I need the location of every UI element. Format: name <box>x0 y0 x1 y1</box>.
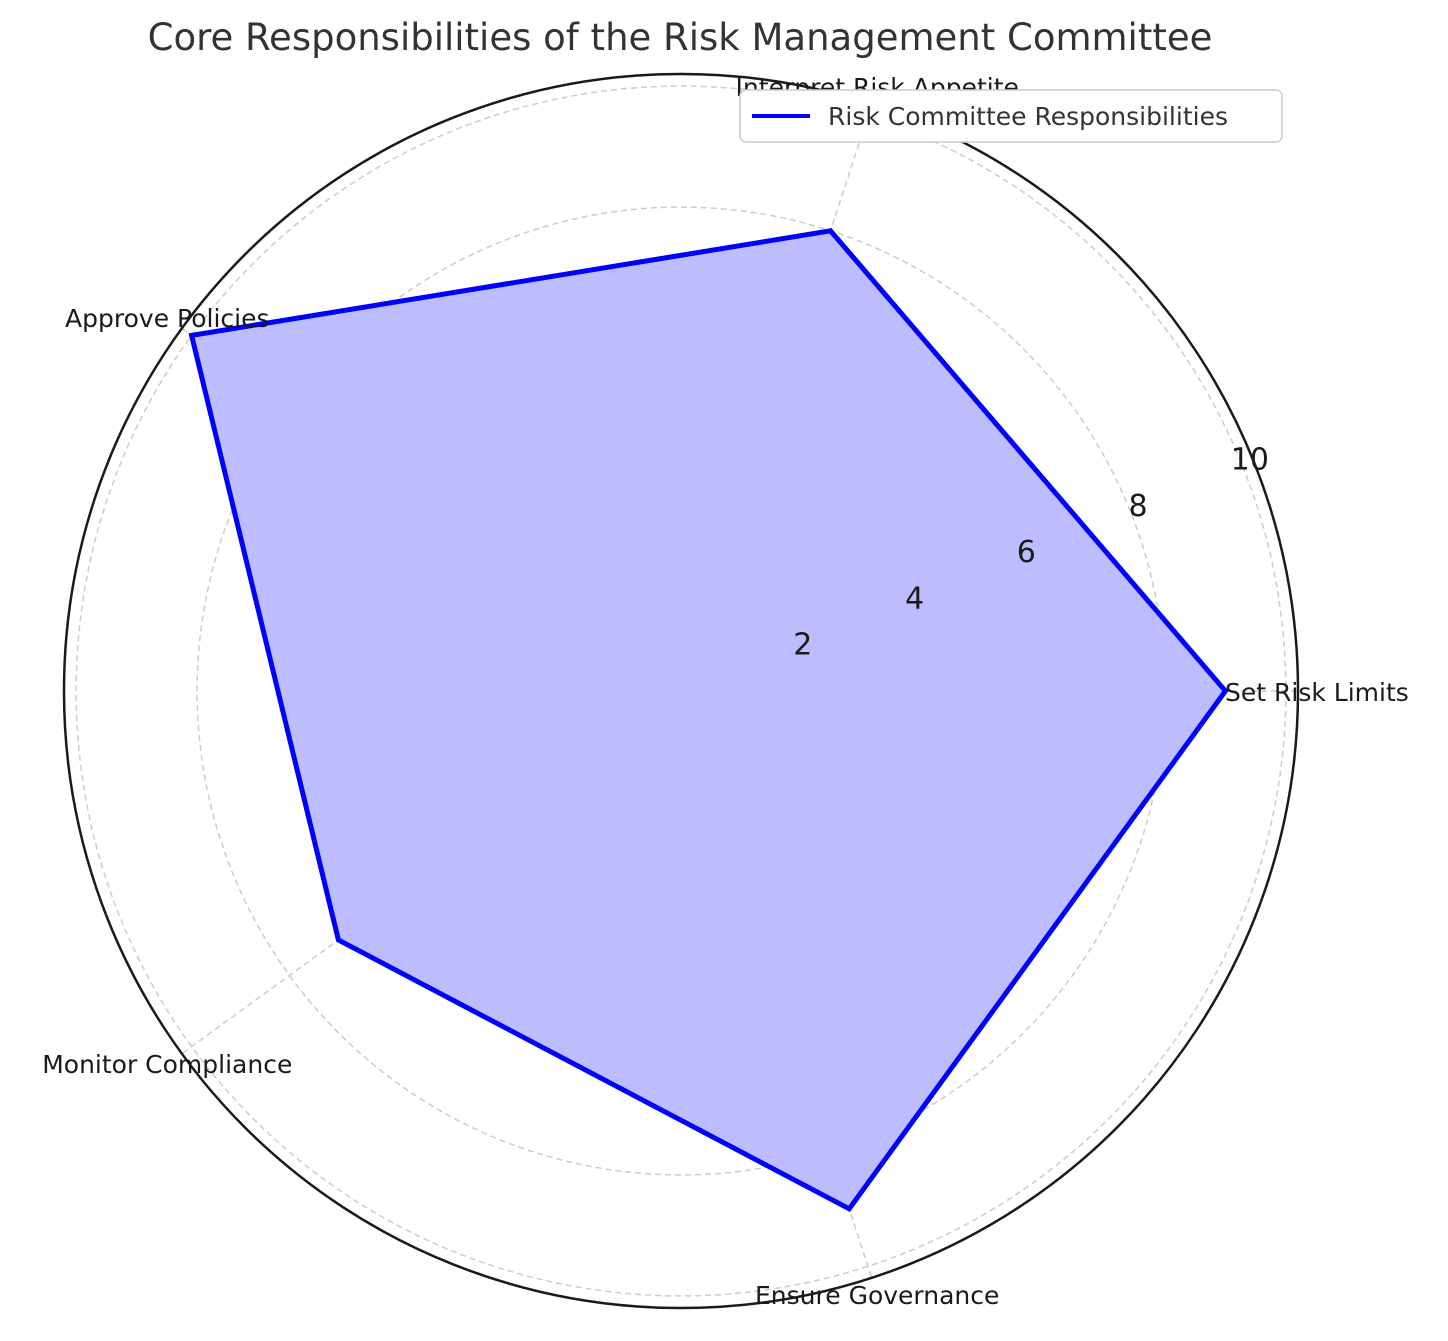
data-point-1 <box>1222 688 1228 694</box>
r-tick-label-10: 10 <box>1231 443 1269 478</box>
data-point-3 <box>189 332 195 338</box>
outer-circle <box>62 72 1300 1310</box>
legend-box <box>739 89 1283 143</box>
category-label-3: Approve Policies <box>65 304 269 333</box>
r-tick-label-2: 2 <box>793 628 812 663</box>
legend: Risk Committee Responsibilities <box>739 89 1283 143</box>
outer-layer <box>62 72 1300 1310</box>
data-point-2 <box>828 228 834 234</box>
category-label-5: Ensure Governance <box>755 1281 999 1310</box>
legend-label: Risk Committee Responsibilities <box>828 102 1228 131</box>
series-line <box>188 228 1229 1213</box>
r-tick-label-8: 8 <box>1129 489 1148 524</box>
data-point-5 <box>846 1206 852 1212</box>
r-tick-label-4: 4 <box>905 581 924 616</box>
r-tick-label-6: 6 <box>1017 535 1036 570</box>
chart-title: Core Responsibilities of the Risk Manage… <box>148 16 1213 59</box>
series-area <box>191 230 1226 1209</box>
data-point-4 <box>335 937 341 943</box>
series-layer <box>188 228 1229 1213</box>
category-label-1: Set Risk Limits <box>1225 678 1409 707</box>
category-label-4: Monitor Compliance <box>42 1050 292 1079</box>
